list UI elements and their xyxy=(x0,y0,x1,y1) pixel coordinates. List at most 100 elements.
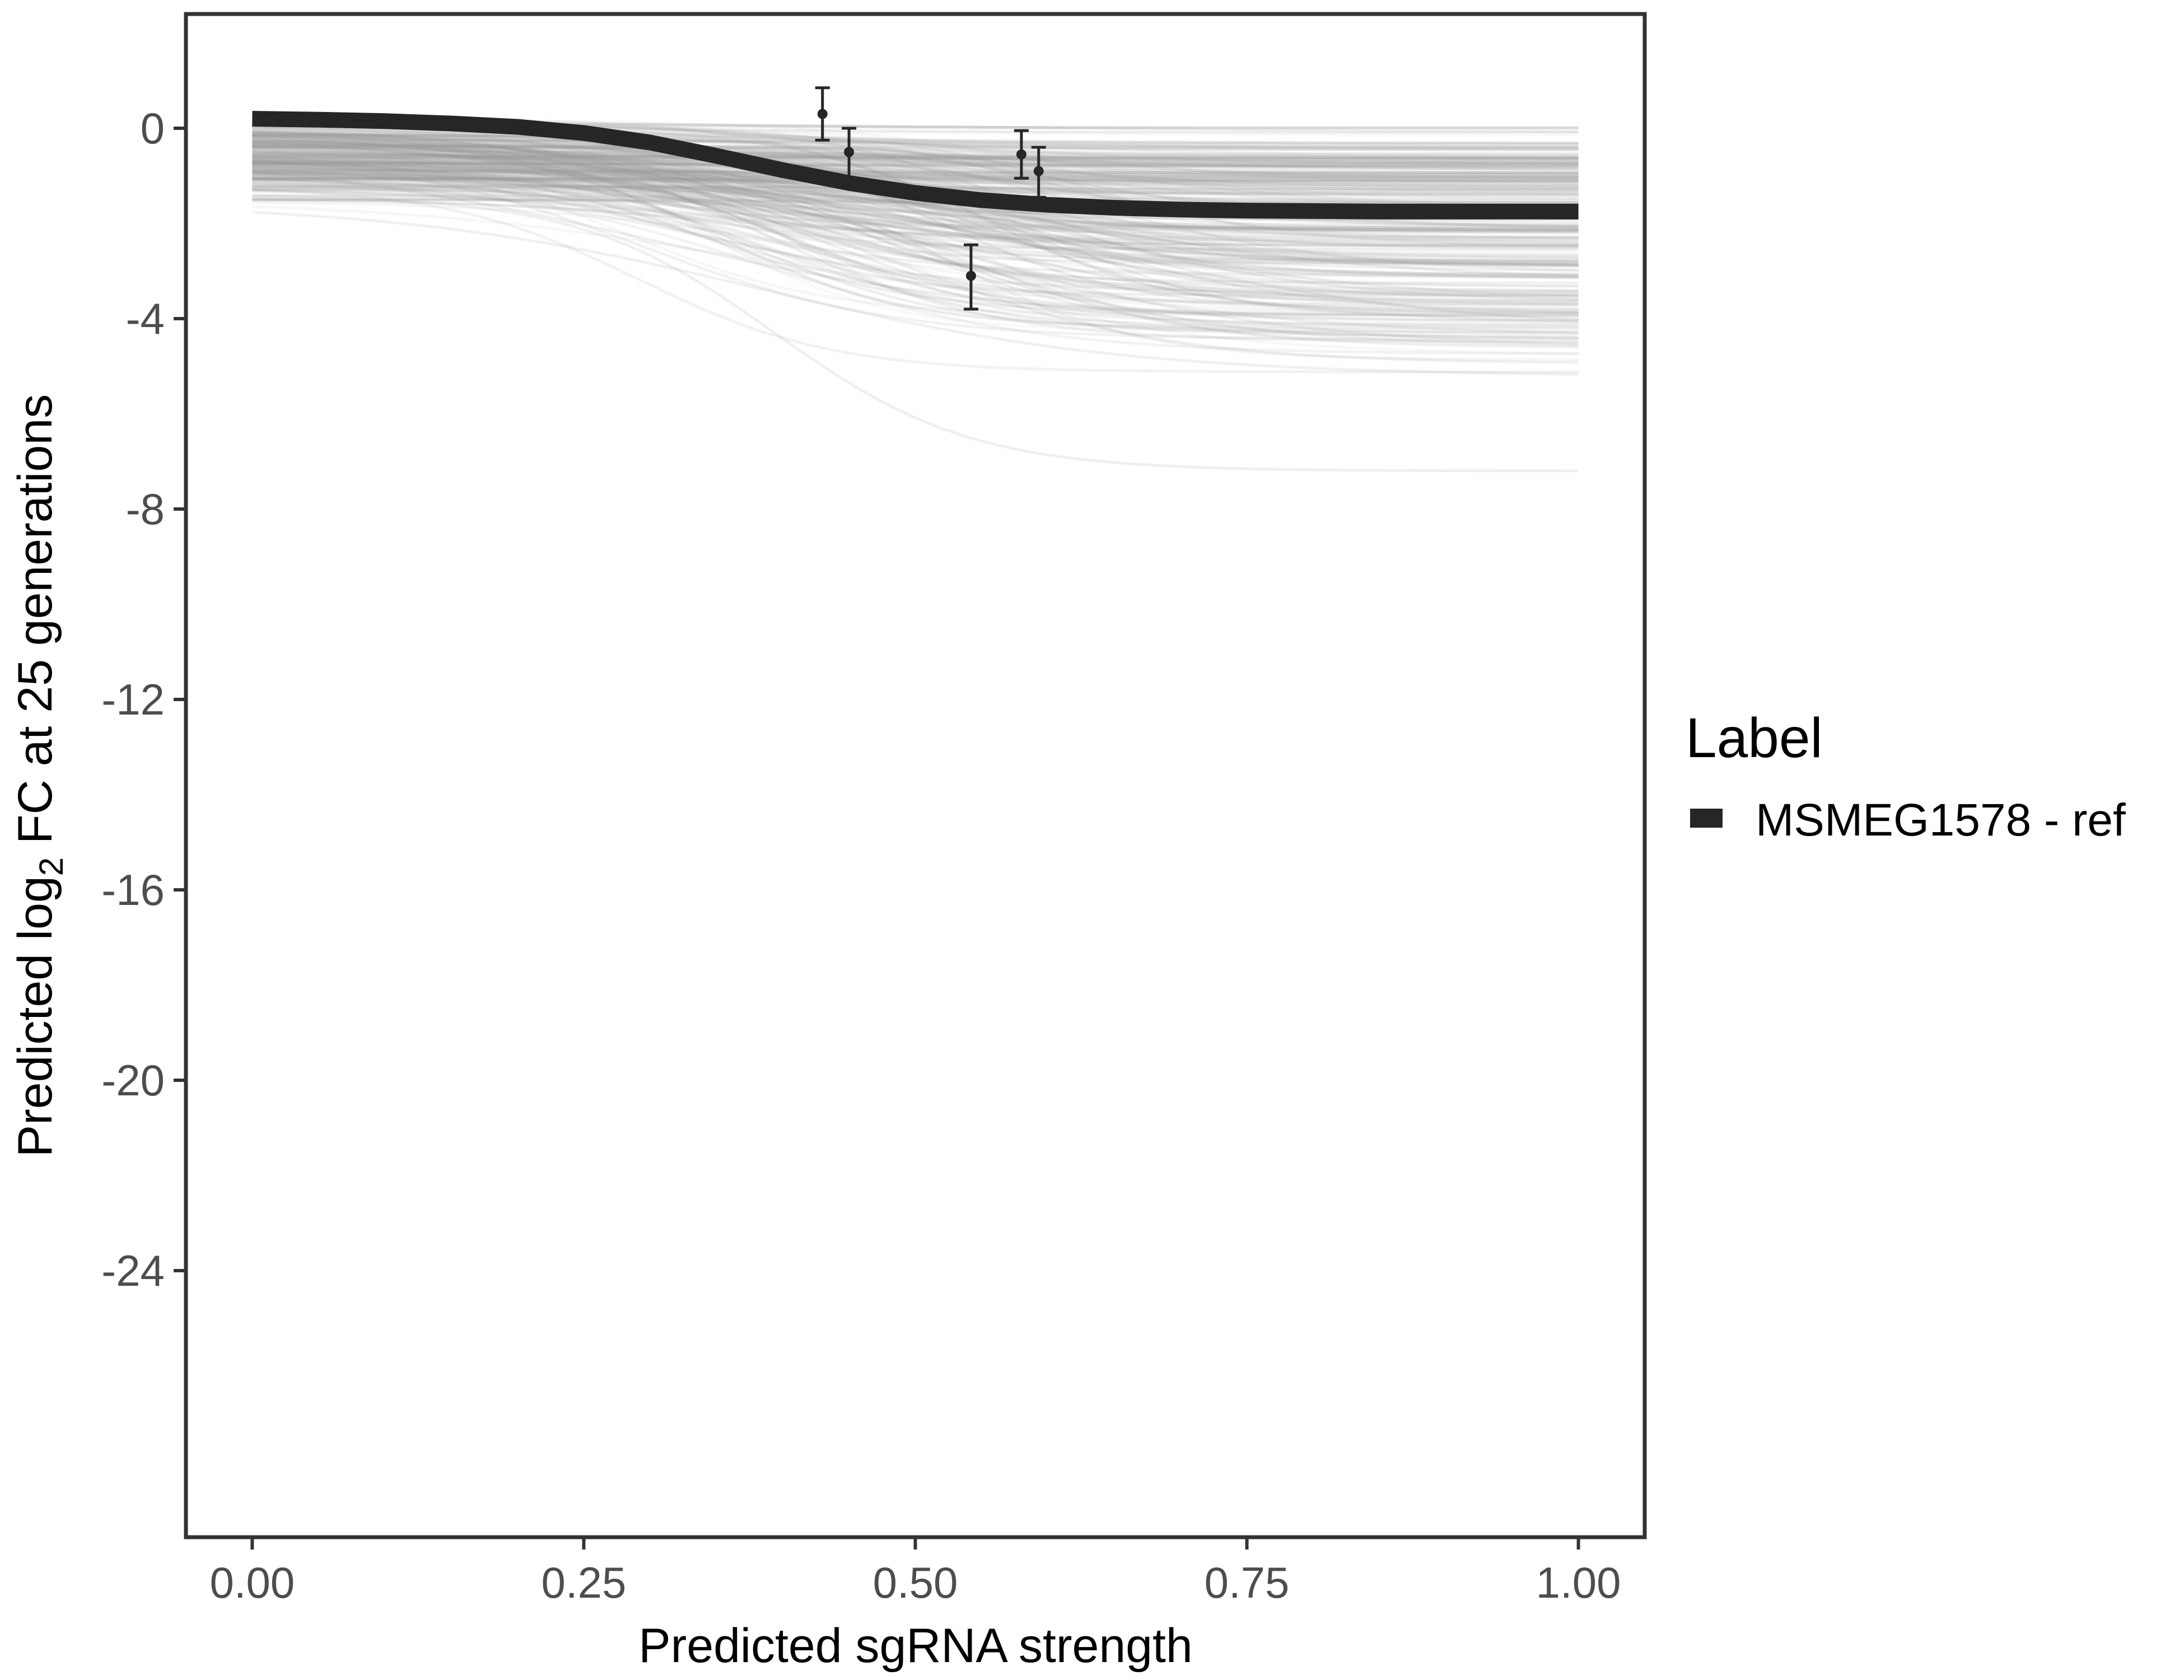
posterior-curve xyxy=(252,156,1579,161)
posterior-curve xyxy=(252,143,1579,179)
posterior-curve xyxy=(252,153,1579,159)
y-axis-title-suffix: FC at 25 generations xyxy=(8,394,62,857)
legend-title: Label xyxy=(1686,707,1823,769)
posterior-curve xyxy=(252,166,1579,172)
posterior-curve xyxy=(252,162,1579,346)
posterior-curve xyxy=(252,176,1579,181)
posterior-curve xyxy=(252,160,1579,332)
posterior-curve xyxy=(252,133,1579,288)
posterior-curve xyxy=(252,162,1579,265)
posterior-curve xyxy=(252,142,1579,206)
posterior-curve xyxy=(252,151,1579,242)
y-tick-label: -16 xyxy=(101,865,165,914)
posterior-curve xyxy=(252,133,1579,146)
data-point xyxy=(817,109,828,119)
posterior-curve xyxy=(252,142,1579,333)
posterior-curve xyxy=(252,169,1579,298)
posterior-curve xyxy=(252,146,1579,151)
y-axis-title: Predicted log2 FC at 25 generations xyxy=(8,394,70,1157)
posterior-curve xyxy=(252,152,1579,165)
posterior-curve xyxy=(252,165,1579,263)
posterior-curve xyxy=(252,150,1579,227)
posterior-curve xyxy=(252,185,1579,244)
posterior-curve xyxy=(252,172,1579,235)
posterior-curve xyxy=(252,153,1579,159)
posterior-curve xyxy=(252,174,1579,258)
y-tick-label: -12 xyxy=(101,675,165,724)
posterior-curve xyxy=(252,141,1579,245)
posterior-curve xyxy=(252,144,1579,227)
posterior-curve xyxy=(252,134,1579,266)
observed-point xyxy=(815,86,830,142)
posterior-curve xyxy=(252,143,1579,167)
posterior-curve xyxy=(252,138,1579,158)
posterior-curve xyxy=(252,177,1579,183)
posterior-curve xyxy=(252,162,1579,168)
posterior-curve xyxy=(252,177,1579,239)
x-tick-label: 0.00 xyxy=(210,1558,295,1607)
observed-point xyxy=(842,127,857,182)
posterior-curve xyxy=(252,198,1579,279)
posterior-curve xyxy=(252,134,1579,228)
posterior-curve xyxy=(252,128,1579,262)
posterior-curve xyxy=(252,155,1579,160)
posterior-curve xyxy=(252,175,1579,301)
posterior-curve xyxy=(252,177,1579,197)
posterior-curve xyxy=(252,174,1579,304)
posterior-curve xyxy=(252,161,1579,166)
posterior-curve xyxy=(252,160,1579,180)
posterior-curve xyxy=(252,135,1579,324)
posterior-curve xyxy=(252,151,1579,165)
posterior-curve xyxy=(252,134,1579,318)
posterior-curve xyxy=(252,164,1579,170)
posterior-curve xyxy=(252,177,1579,186)
posterior-curve xyxy=(252,132,1579,148)
posterior-curve xyxy=(252,179,1579,338)
posterior-curve xyxy=(252,141,1579,293)
posterior-curve xyxy=(252,135,1579,179)
posterior-curve xyxy=(252,133,1579,208)
observed-points-group xyxy=(815,86,1046,311)
posterior-curve xyxy=(252,205,1579,315)
x-tick-label: 0.25 xyxy=(542,1558,627,1607)
x-tick-label: 0.75 xyxy=(1205,1558,1290,1607)
posterior-curve xyxy=(252,161,1579,316)
posterior-curve xyxy=(252,169,1579,174)
posterior-curve xyxy=(252,153,1579,179)
legend-label-msmeg1578-ref: MSMEG1578 - ref xyxy=(1756,795,2126,846)
posterior-curve xyxy=(252,157,1579,195)
posterior-curve xyxy=(252,134,1579,193)
posterior-curve xyxy=(252,152,1579,276)
posterior-curve xyxy=(252,164,1579,192)
observed-point xyxy=(1031,146,1046,199)
data-point xyxy=(1016,149,1026,160)
posterior-curve xyxy=(252,151,1579,157)
posterior-curve xyxy=(252,165,1579,297)
posterior-curve xyxy=(252,179,1579,260)
posterior-curve xyxy=(252,147,1579,188)
y-tick-label: -8 xyxy=(126,484,165,534)
y-axis-title-subscript: 2 xyxy=(32,857,70,876)
posterior-curve xyxy=(252,161,1579,166)
posterior-curve xyxy=(252,197,1579,204)
posterior-curve xyxy=(252,171,1579,176)
data-point xyxy=(1033,166,1044,176)
x-axis: 0.00 0.25 0.50 0.75 1.00 xyxy=(210,1537,1621,1607)
y-tick-label: -20 xyxy=(101,1056,165,1105)
posterior-curve xyxy=(252,147,1579,232)
posterior-curve xyxy=(252,167,1579,314)
posterior-curve xyxy=(252,157,1579,231)
posterior-curve xyxy=(252,185,1579,253)
posterior-curve xyxy=(252,137,1579,211)
observed-point xyxy=(963,243,978,311)
posterior-curve xyxy=(252,135,1579,184)
posterior-curve xyxy=(252,136,1579,179)
posterior-curve xyxy=(252,162,1579,322)
posterior-curve xyxy=(252,160,1579,264)
posterior-curve xyxy=(252,162,1579,277)
posterior-curve xyxy=(252,160,1579,165)
y-tick-label: 0 xyxy=(141,104,165,153)
posterior-curve xyxy=(252,150,1579,234)
